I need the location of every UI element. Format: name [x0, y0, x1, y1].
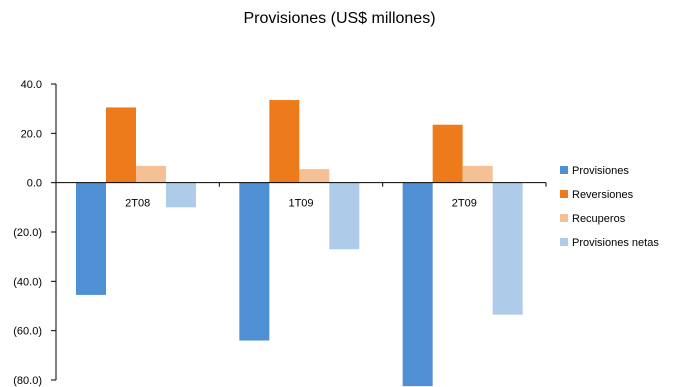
bar-provisiones-1t09 [239, 182, 270, 341]
y-tick-label: 0.0 [27, 178, 42, 190]
legend-label: Provisiones netas [572, 237, 659, 249]
bar-provisiones-2t08 [76, 182, 106, 295]
legend: Provisiones Reversiones Recuperos Provision… [560, 165, 659, 249]
bar-reversiones-2t08 [106, 107, 136, 183]
legend-swatch [560, 190, 568, 198]
legend-label: Recuperos [572, 213, 626, 225]
y-tick-label: (20.0) [13, 227, 42, 239]
y-tick-label: (80.0) [13, 375, 42, 387]
bar-recuperos-2t09 [462, 165, 493, 183]
legend-swatch [560, 166, 568, 174]
bar-reversiones-2t09 [432, 124, 463, 183]
x-axis: 2T08 1T09 2T09 [55, 182, 547, 210]
x-category-label: 2T08 [125, 198, 150, 210]
legend-label: Reversiones [572, 189, 634, 201]
bar-reversiones-1t09 [269, 100, 300, 183]
x-category-label: 1T09 [288, 198, 313, 210]
y-tick-label: (60.0) [13, 326, 42, 338]
bar-recuperos-2t08 [136, 165, 166, 183]
legend-label: Provisiones [572, 165, 629, 177]
legend-swatch [560, 238, 568, 246]
y-axis: 40.0 20.0 0.0 (20.0) (40.0) (60.0) (80.0) [13, 79, 57, 387]
x-category-label: 2T09 [452, 198, 477, 210]
bar-provisiones-netas-2t08 [166, 182, 196, 208]
bar-provisiones-2t09 [402, 182, 433, 387]
y-tick-label: (40.0) [13, 276, 42, 288]
y-tick-label: 20.0 [21, 128, 42, 140]
legend-swatch [560, 214, 568, 222]
chart-title: Provisiones (US$ millones) [243, 10, 436, 27]
bar-recuperos-1t09 [299, 169, 330, 183]
bars [76, 100, 523, 387]
y-tick-label: 40.0 [21, 79, 42, 91]
bar-provisiones-netas-1t09 [329, 182, 360, 250]
bar-provisiones-netas-2t09 [492, 182, 523, 315]
